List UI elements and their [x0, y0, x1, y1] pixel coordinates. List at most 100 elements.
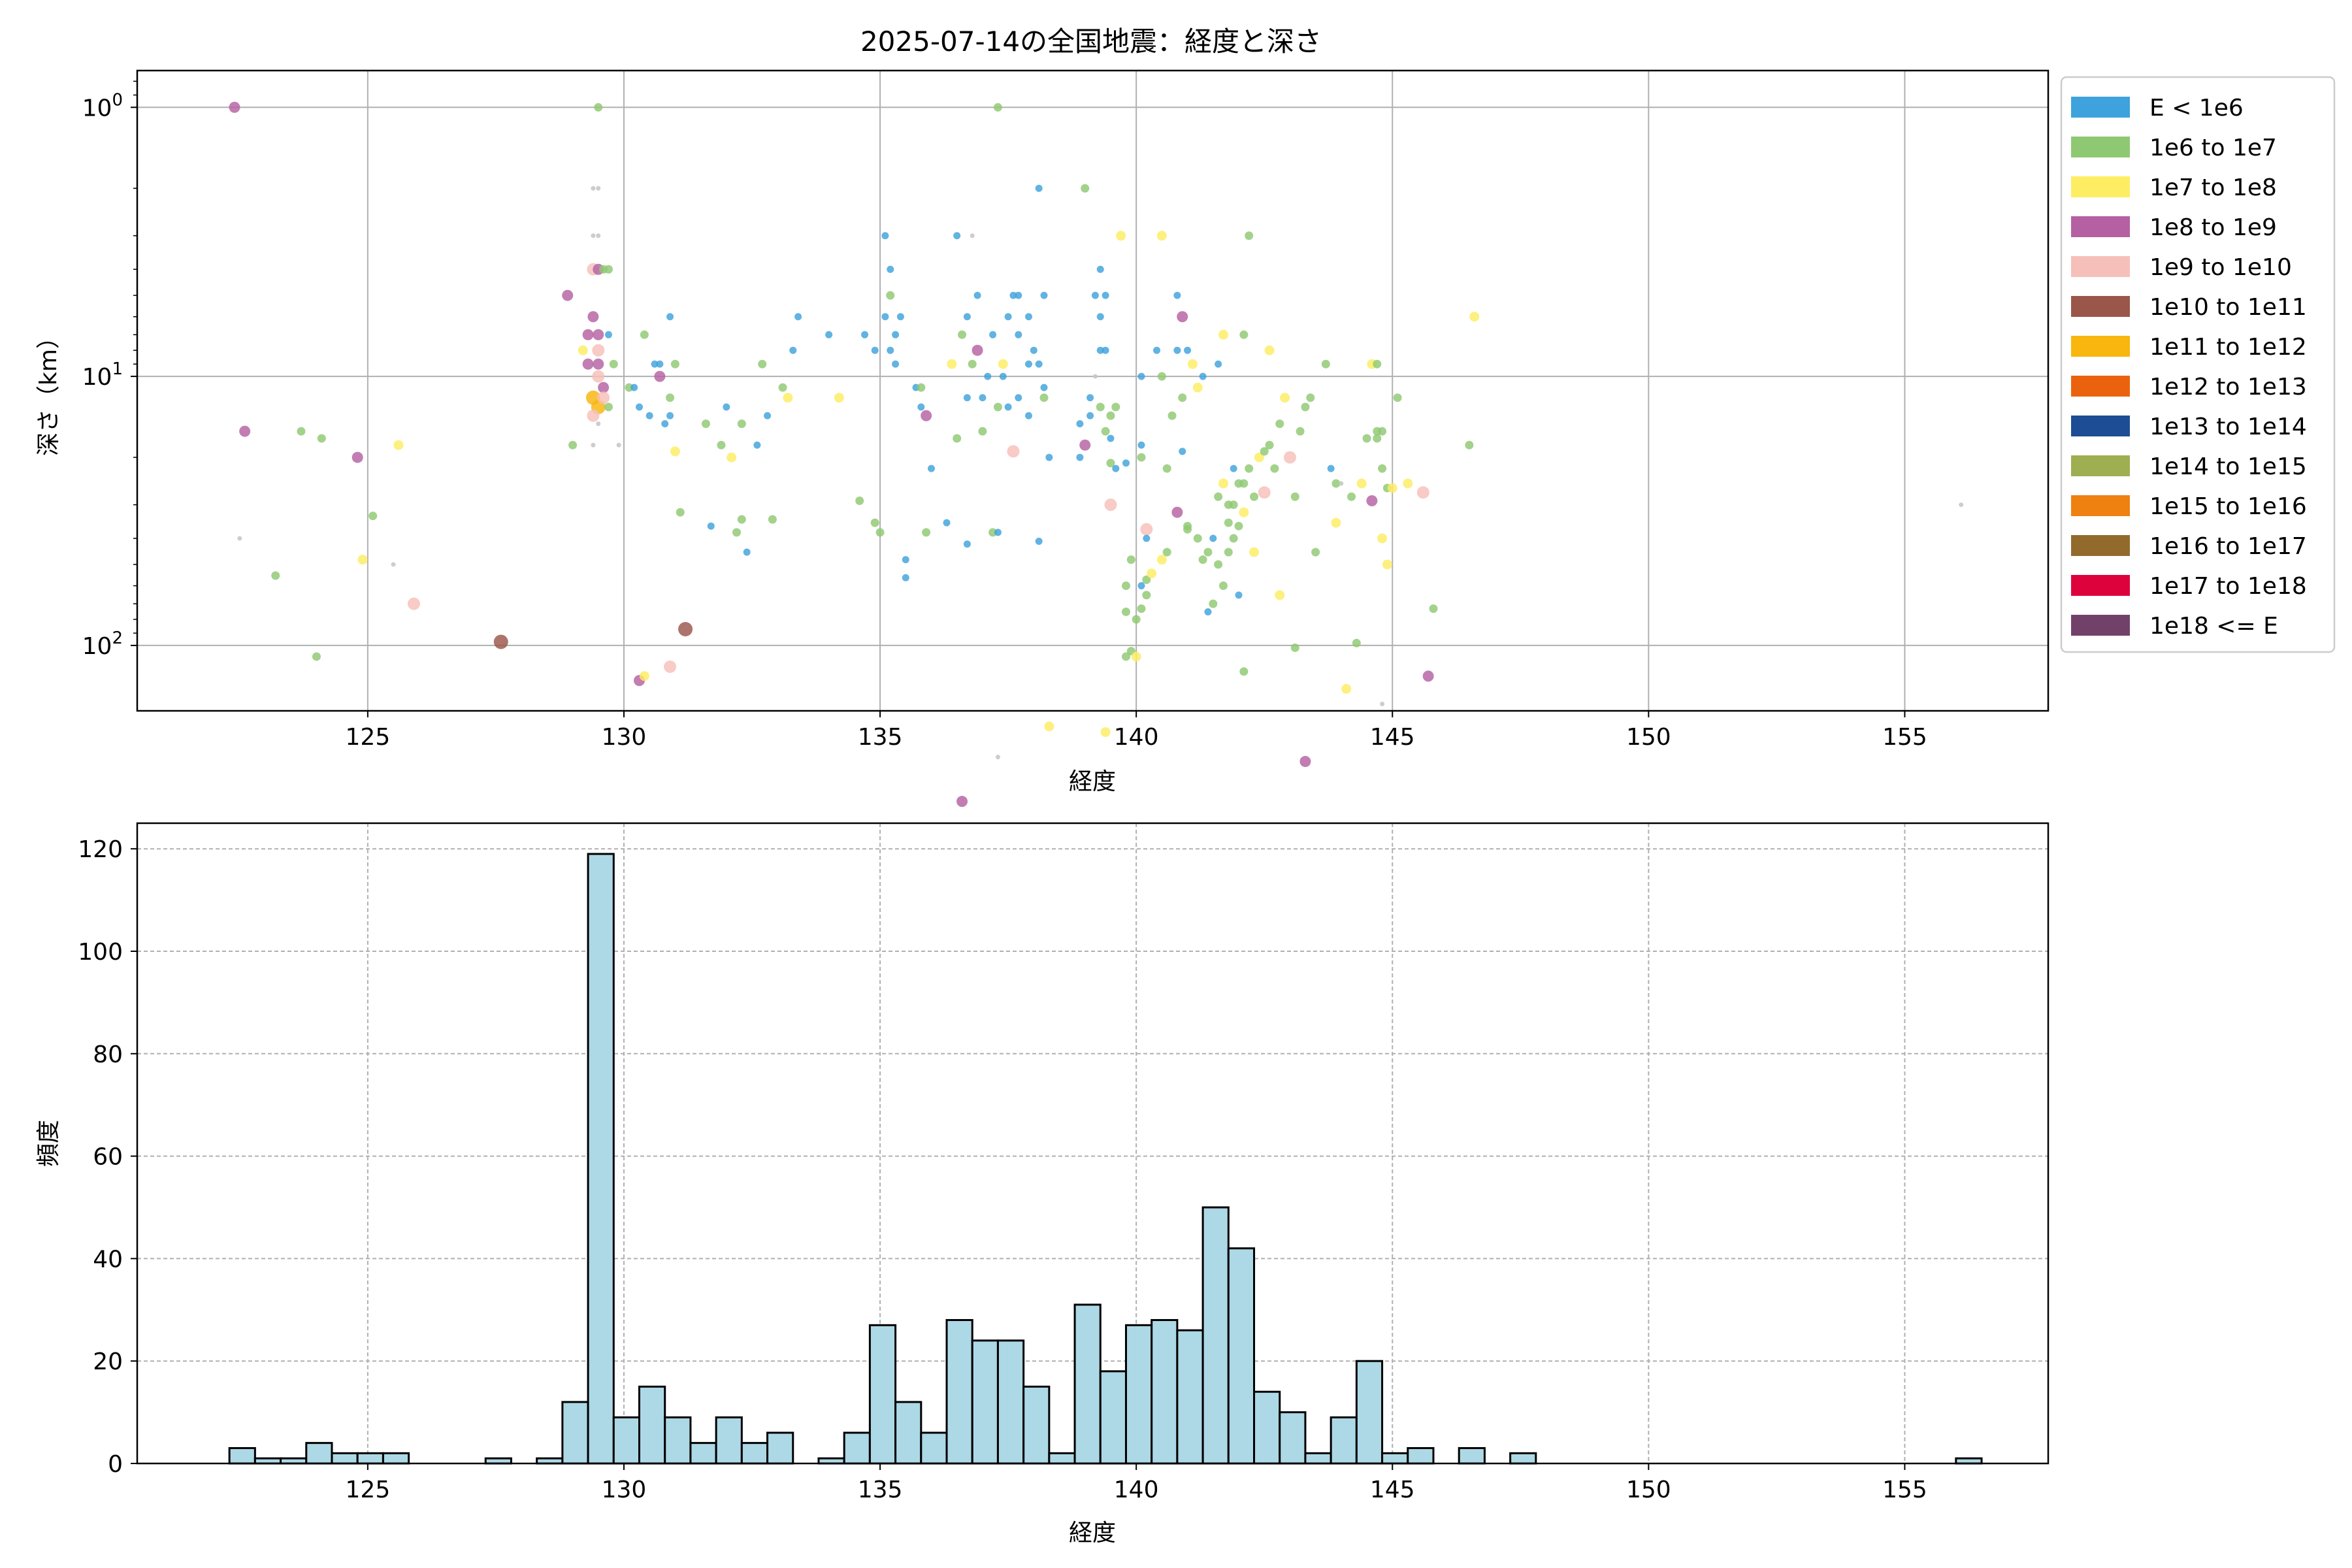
legend-label: 1e14 to 1e15 [2149, 453, 2307, 480]
scatter-point [881, 232, 889, 240]
scatter-point [1218, 478, 1228, 489]
scatter-x-tick-label: 140 [1114, 724, 1159, 751]
histogram-bar [1176, 1329, 1204, 1465]
scatter-point [1156, 555, 1167, 565]
scatter-point [994, 529, 1002, 536]
scatter-point [1171, 506, 1183, 518]
scatter-point [875, 528, 885, 537]
scatter-point [995, 755, 1000, 760]
scatter-point [596, 421, 601, 427]
scatter-point [630, 384, 638, 391]
legend-label: 1e10 to 1e11 [2149, 294, 2307, 321]
scatter-point [1465, 440, 1474, 449]
scatter-x-tick-label: 155 [1882, 724, 1927, 751]
scatter-point [1469, 312, 1480, 322]
legend-swatch [2071, 455, 2130, 476]
scatter-point [727, 452, 737, 463]
scatter-point [1096, 313, 1104, 321]
scatter-point [1249, 547, 1260, 557]
scatter-point [768, 515, 777, 524]
scatter-point [1382, 559, 1392, 570]
scatter-point [1215, 360, 1222, 368]
scatter-point [764, 412, 772, 419]
scatter-point [1239, 507, 1249, 517]
scatter-point [896, 313, 904, 321]
scatter-y-ticks: 100 101 102 [82, 90, 137, 660]
scatter-point [651, 360, 659, 368]
histogram-y-ticks: 0 20 40 60 80 100 120 [78, 836, 137, 1478]
scatter-point [1096, 265, 1104, 273]
scatter-point [1092, 374, 1098, 379]
scatter-point [1193, 534, 1202, 543]
scatter-point [917, 403, 925, 411]
histogram-y-tick-label: 60 [93, 1144, 123, 1171]
histogram-bar [996, 1339, 1025, 1465]
scatter-frame [136, 69, 2050, 712]
scatter-point [351, 451, 363, 463]
histogram-bar [740, 1442, 769, 1465]
scatter-point [943, 519, 951, 527]
scatter-point [855, 497, 864, 506]
scatter-point [1387, 483, 1397, 493]
scatter-point [993, 402, 1002, 412]
histogram-bar [638, 1385, 666, 1465]
scatter-point [958, 330, 967, 339]
scatter-point [1035, 360, 1043, 368]
scatter-point [1104, 498, 1117, 512]
scatter-point [1081, 184, 1090, 193]
scatter-point [582, 329, 594, 340]
scatter-point [1142, 591, 1151, 600]
scatter-point [1260, 447, 1269, 456]
scatter-point [1229, 500, 1238, 510]
histogram-bar [1509, 1452, 1537, 1465]
scatter-point [717, 440, 726, 449]
histogram-frame [136, 822, 2050, 1465]
scatter-point [1347, 492, 1356, 501]
scatter-point [1275, 419, 1284, 429]
scatter-point [1378, 427, 1387, 436]
scatter-point [927, 465, 935, 472]
histogram-x-tick-label: 145 [1370, 1477, 1415, 1503]
scatter-point [1121, 581, 1130, 591]
scatter-point [1299, 756, 1311, 768]
scatter-point [970, 233, 975, 238]
scatter-point [1296, 427, 1305, 436]
scatter-plot-area [137, 71, 2048, 711]
scatter-point [1265, 440, 1274, 449]
scatter-point [989, 331, 997, 338]
scatter-point [1004, 313, 1012, 321]
scatter-point [1290, 492, 1299, 501]
scatter-x-tick-label: 150 [1626, 724, 1671, 751]
histogram-x-tick-label: 140 [1114, 1477, 1159, 1503]
scatter-point [604, 331, 612, 338]
legend-label: 1e18 <= E [2149, 613, 2278, 640]
histogram-bar [382, 1452, 410, 1465]
scatter-x-tick-label: 125 [346, 724, 391, 751]
histogram-bar [305, 1442, 333, 1465]
histogram-y-tick-label: 0 [108, 1451, 123, 1478]
scatter-point [887, 346, 894, 354]
histogram-bar [1048, 1452, 1076, 1465]
scatter-point [1327, 465, 1335, 472]
scatter-point [1044, 721, 1054, 732]
histogram-bar [689, 1442, 717, 1465]
scatter-point [1311, 547, 1320, 557]
histogram-y-label: 頻度 [35, 1120, 62, 1167]
legend-swatch [2071, 495, 2130, 516]
scatter-point [1258, 486, 1271, 499]
scatter-point [676, 508, 685, 517]
scatter-point [568, 440, 578, 449]
scatter-point [1091, 291, 1099, 299]
scatter-point [1254, 452, 1264, 463]
scatter-point [1007, 445, 1020, 458]
scatter-point [1209, 599, 1218, 608]
scatter-point [1122, 459, 1130, 467]
scatter-point [1039, 393, 1049, 402]
histogram-x-tick-label: 135 [858, 1477, 903, 1503]
histogram-y-tick-label: 120 [78, 836, 123, 863]
scatter-point [661, 420, 669, 428]
scatter-point [881, 313, 889, 321]
scatter-point [1101, 427, 1110, 436]
histogram-bar [356, 1452, 384, 1465]
scatter-point [393, 440, 404, 450]
